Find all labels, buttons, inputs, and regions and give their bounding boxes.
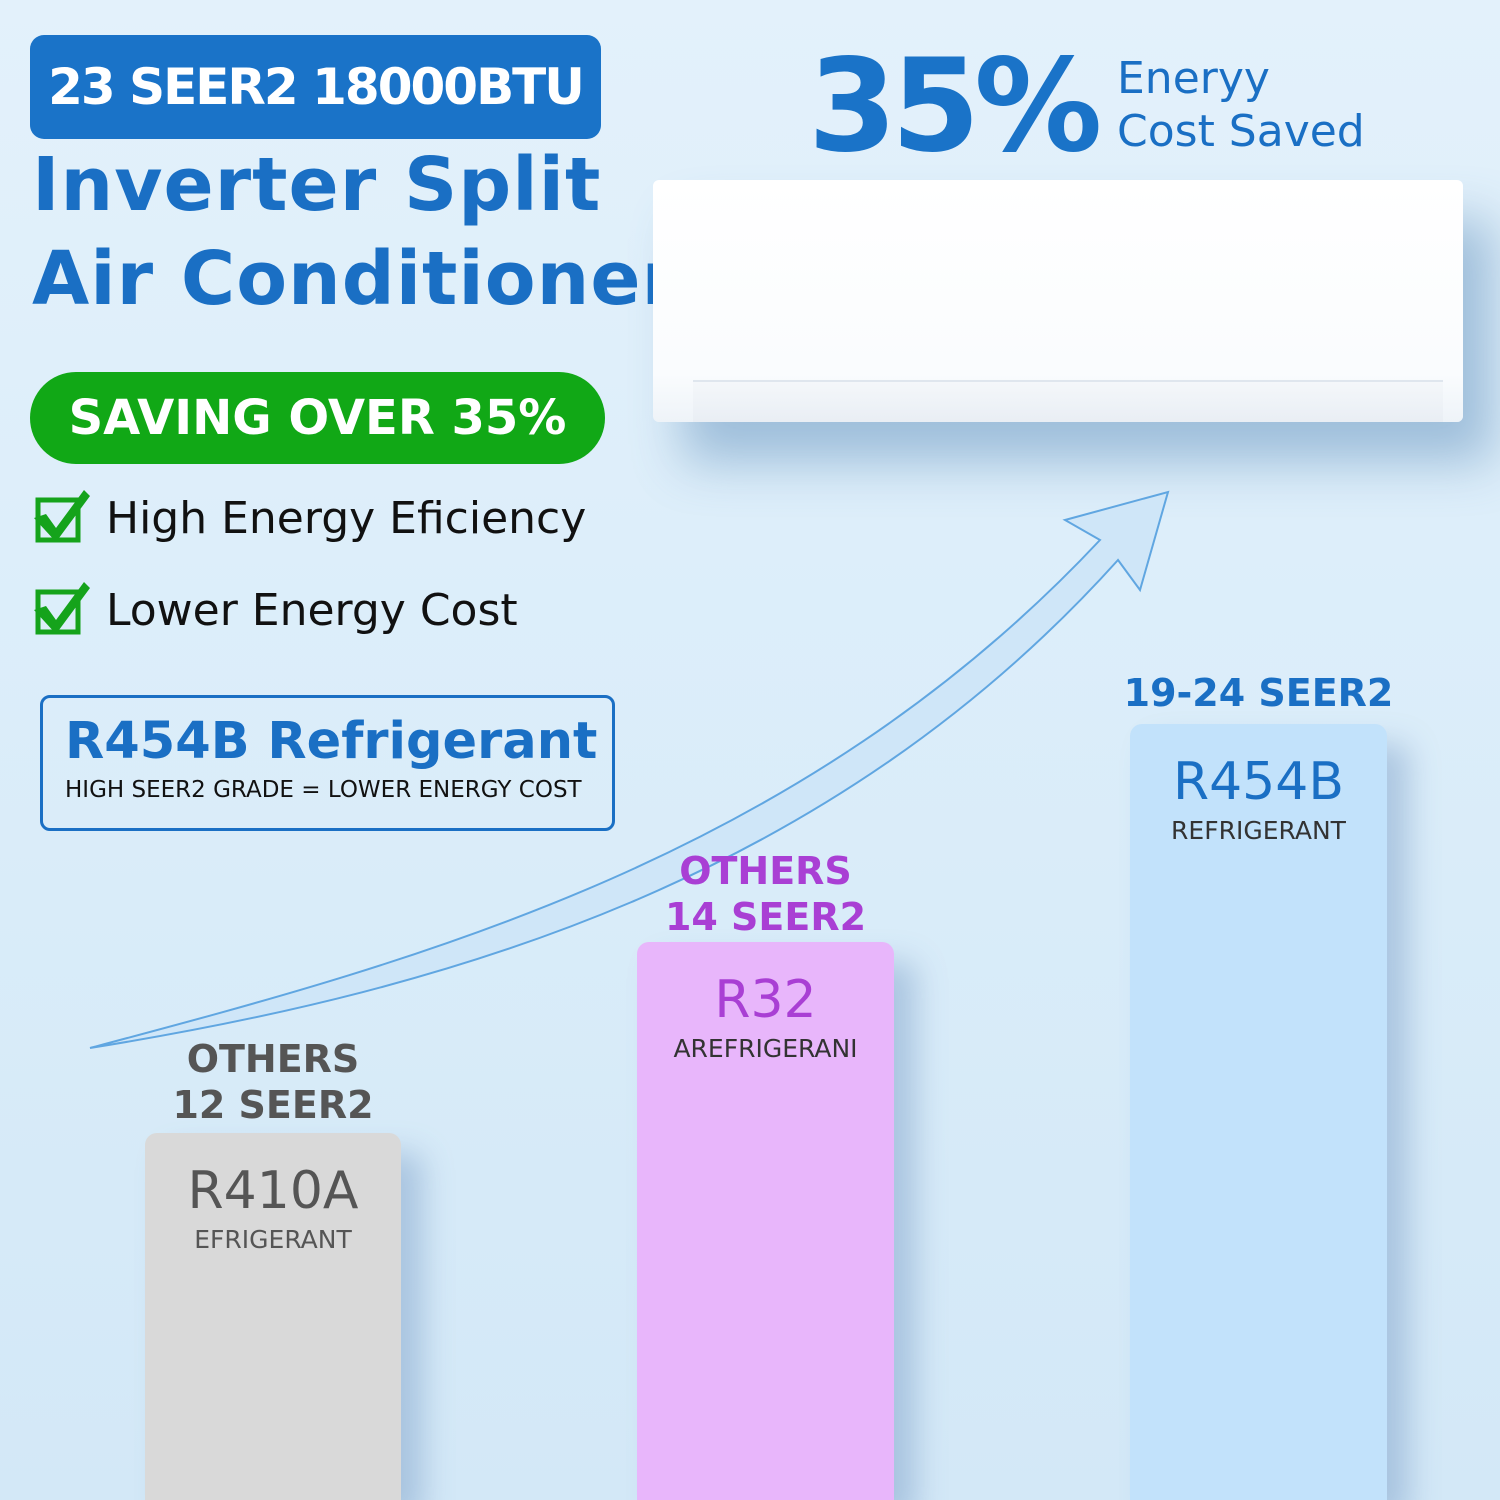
feature-item: Lower Energy Cost — [32, 580, 518, 640]
bar-label-r32: OTHERS 14 SEER2 — [637, 848, 894, 940]
savings-caption: Eneryy Cost Saved — [1117, 52, 1365, 158]
spec-badge: 23 SEER2 18000BTU — [30, 35, 601, 139]
refrigerant-title: R454B Refrigerant — [65, 712, 598, 771]
refrigerant-box: R454B Refrigerant HIGH SEER2 GRADE = LOW… — [40, 695, 615, 831]
green-checkbox-icon — [34, 582, 90, 635]
bar-r32: R32 AREFRIGERANI — [637, 942, 894, 1500]
title-line-1: Inverter Split — [32, 142, 602, 228]
bar-label-r410a: OTHERS 12 SEER2 — [145, 1036, 401, 1128]
bar-sub: EFRIGERANT — [194, 1225, 352, 1254]
feature-item: High Energy Eficiency — [32, 488, 586, 548]
savings-percent: 35% — [808, 32, 1102, 181]
title-line-2: Air Conditioner — [32, 236, 679, 322]
ac-vent — [693, 380, 1443, 422]
bar-label-line: OTHERS — [186, 1037, 360, 1081]
savings-line-2: Cost Saved — [1117, 106, 1365, 157]
green-checkbox-icon — [34, 490, 90, 543]
bar-label-line: 14 SEER2 — [664, 895, 867, 939]
air-conditioner-unit-image — [653, 180, 1463, 422]
bar-sub: REFRIGERANT — [1171, 816, 1346, 845]
bar-name: R410A — [187, 1161, 359, 1221]
bar-r410a: R410A EFRIGERANT — [145, 1133, 401, 1500]
refrigerant-subtitle: HIGH SEER2 GRADE = LOWER ENERGY COST — [65, 777, 582, 803]
bar-label-line: OTHERS — [679, 849, 852, 893]
feature-label: Lower Energy Cost — [106, 584, 518, 636]
savings-line-1: Eneryy — [1117, 53, 1270, 104]
feature-label: High Energy Eficiency — [106, 492, 587, 544]
bar-sub: AREFRIGERANI — [673, 1034, 858, 1063]
bar-name: R454B — [1172, 752, 1345, 812]
saving-badge: SAVING OVER 35% — [30, 372, 605, 464]
bar-name: R32 — [714, 970, 817, 1030]
bar-label-line: 12 SEER2 — [172, 1083, 374, 1127]
bar-label-r454b: 19-24 SEER2 — [1123, 671, 1394, 715]
bar-r454b: R454B REFRIGERANT — [1130, 724, 1387, 1500]
